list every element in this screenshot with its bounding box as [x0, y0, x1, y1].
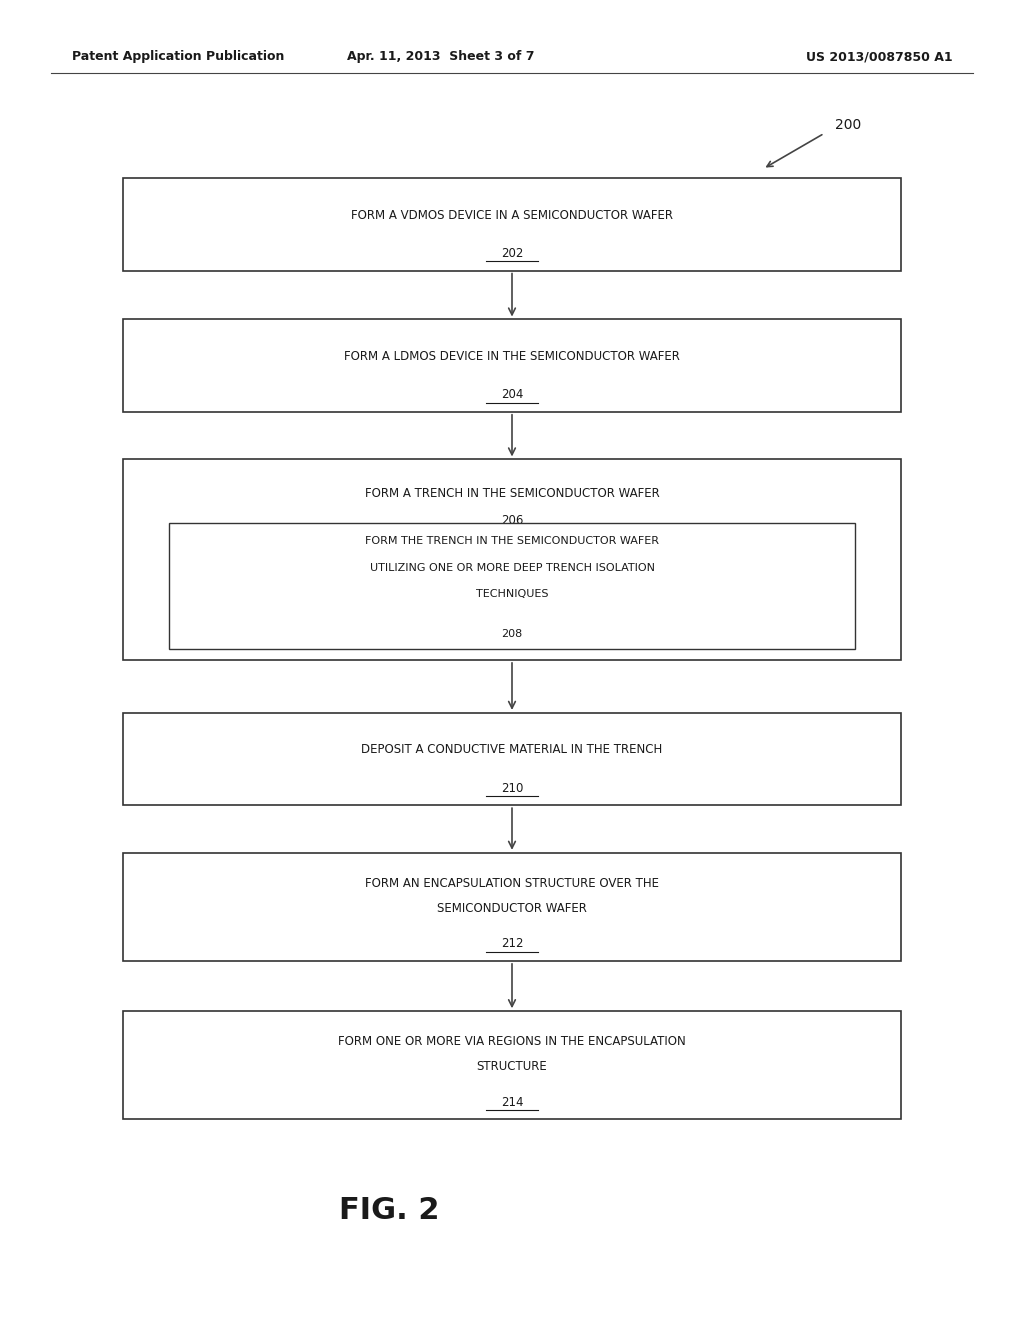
Text: FORM ONE OR MORE VIA REGIONS IN THE ENCAPSULATION: FORM ONE OR MORE VIA REGIONS IN THE ENCA… [338, 1035, 686, 1048]
FancyBboxPatch shape [123, 178, 901, 271]
Text: 212: 212 [501, 937, 523, 950]
Text: 204: 204 [501, 388, 523, 401]
Text: US 2013/0087850 A1: US 2013/0087850 A1 [806, 50, 952, 63]
FancyBboxPatch shape [123, 319, 901, 412]
Text: 210: 210 [501, 781, 523, 795]
Text: 214: 214 [501, 1096, 523, 1109]
Text: Patent Application Publication: Patent Application Publication [72, 50, 284, 63]
FancyBboxPatch shape [123, 713, 901, 805]
Text: 200: 200 [835, 119, 861, 132]
Text: UTILIZING ONE OR MORE DEEP TRENCH ISOLATION: UTILIZING ONE OR MORE DEEP TRENCH ISOLAT… [370, 562, 654, 573]
Text: 202: 202 [501, 247, 523, 260]
Text: Apr. 11, 2013  Sheet 3 of 7: Apr. 11, 2013 Sheet 3 of 7 [346, 50, 535, 63]
Text: FORM A TRENCH IN THE SEMICONDUCTOR WAFER: FORM A TRENCH IN THE SEMICONDUCTOR WAFER [365, 487, 659, 500]
Text: FORM A LDMOS DEVICE IN THE SEMICONDUCTOR WAFER: FORM A LDMOS DEVICE IN THE SEMICONDUCTOR… [344, 350, 680, 363]
Text: 208: 208 [502, 628, 522, 639]
Text: DEPOSIT A CONDUCTIVE MATERIAL IN THE TRENCH: DEPOSIT A CONDUCTIVE MATERIAL IN THE TRE… [361, 743, 663, 756]
Text: FORM AN ENCAPSULATION STRUCTURE OVER THE: FORM AN ENCAPSULATION STRUCTURE OVER THE [365, 876, 659, 890]
Text: FORM A VDMOS DEVICE IN A SEMICONDUCTOR WAFER: FORM A VDMOS DEVICE IN A SEMICONDUCTOR W… [351, 209, 673, 222]
Text: FIG. 2: FIG. 2 [339, 1196, 439, 1225]
Text: TECHNIQUES: TECHNIQUES [476, 589, 548, 599]
FancyBboxPatch shape [123, 1011, 901, 1119]
Text: STRUCTURE: STRUCTURE [476, 1060, 548, 1073]
Text: 206: 206 [501, 513, 523, 527]
Text: SEMICONDUCTOR WAFER: SEMICONDUCTOR WAFER [437, 902, 587, 915]
FancyBboxPatch shape [169, 523, 855, 649]
FancyBboxPatch shape [123, 853, 901, 961]
FancyBboxPatch shape [123, 459, 901, 660]
Text: FORM THE TRENCH IN THE SEMICONDUCTOR WAFER: FORM THE TRENCH IN THE SEMICONDUCTOR WAF… [365, 536, 659, 546]
